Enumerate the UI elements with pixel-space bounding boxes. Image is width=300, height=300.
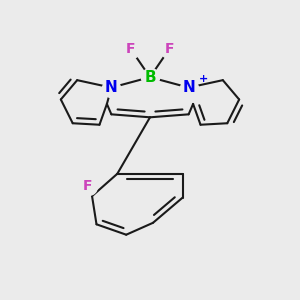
Text: F: F <box>83 179 92 193</box>
Text: F: F <box>165 42 174 56</box>
Text: N: N <box>182 80 195 95</box>
Text: F: F <box>126 42 135 56</box>
Text: +: + <box>199 74 208 84</box>
Text: N: N <box>105 80 118 95</box>
Text: B: B <box>144 70 156 85</box>
